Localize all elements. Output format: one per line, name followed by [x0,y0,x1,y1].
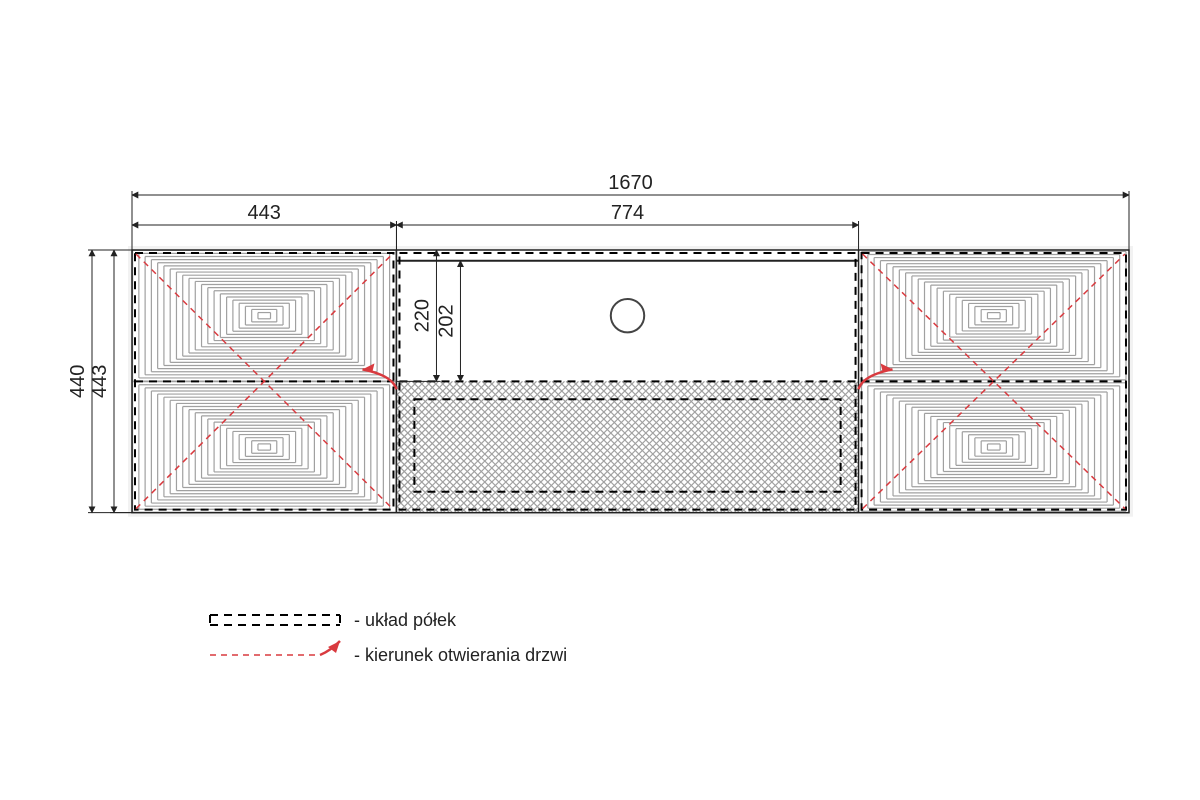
dim-label: 202 [435,304,457,337]
legend-shelf-label: - układ półek [354,610,457,630]
dim-label: 220 [411,299,433,332]
dim-label: 443 [89,365,111,398]
legend: - układ półek - kierunek otwierania drzwi [210,610,567,665]
dim-label: 440 [67,365,89,398]
dim-label: 443 [248,202,281,224]
legend-door-label: - kierunek otwierania drzwi [354,645,567,665]
dim-label: 774 [611,202,644,224]
dim-label: 1670 [608,172,653,194]
technical-drawing: 1670443774440443220202- układ półek- kie… [0,0,1200,800]
